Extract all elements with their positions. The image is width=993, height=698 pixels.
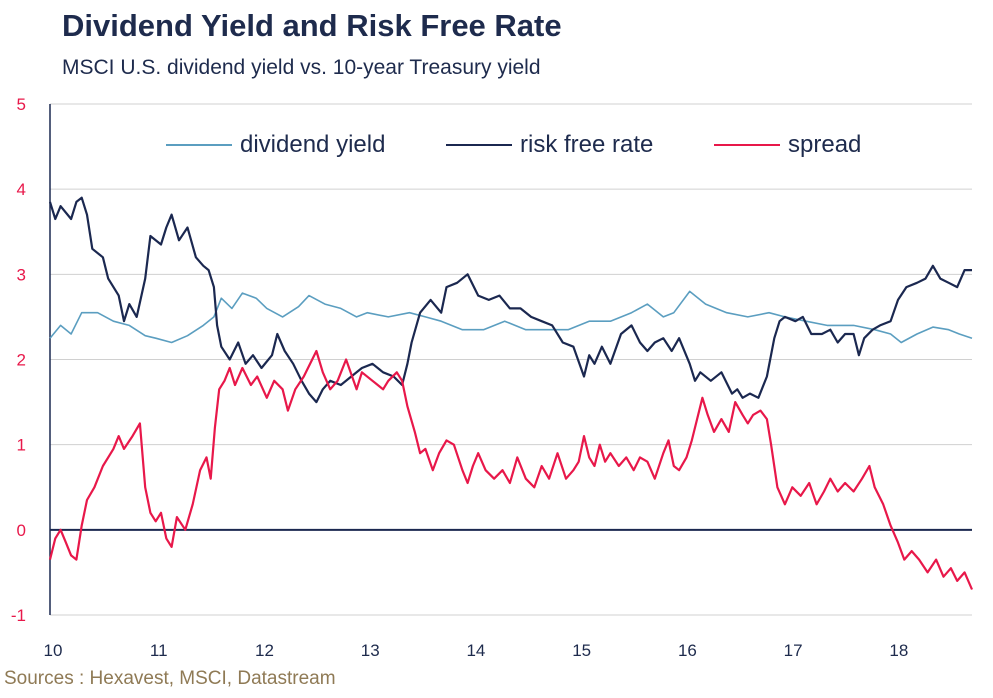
legend-label-dividend-yield: dividend yield <box>240 131 386 158</box>
x-tick-label: 15 <box>572 641 591 660</box>
legend-swatch-spread <box>714 144 780 146</box>
y-tick-label: 5 <box>17 95 26 114</box>
x-tick-label: 10 <box>44 641 63 660</box>
series-spread <box>48 349 974 590</box>
x-tick-label: 12 <box>255 641 274 660</box>
chart-subtitle: MSCI U.S. dividend yield vs. 10-year Tre… <box>62 56 541 79</box>
y-tick-label: 1 <box>17 436 26 455</box>
legend-label-risk-free-rate: risk free rate <box>520 131 654 158</box>
y-tick-label: 0 <box>17 521 26 540</box>
grid-lines <box>50 103 972 616</box>
legend-item-dividend-yield: dividend yield <box>166 130 385 160</box>
legend-item-spread: spread <box>714 130 861 160</box>
series-risk-free-rate <box>48 196 972 404</box>
y-tick-label: -1 <box>11 606 26 625</box>
legend-item-risk-free-rate: risk free rate <box>446 130 653 160</box>
x-tick-label: 17 <box>784 641 803 660</box>
x-tick-label: 11 <box>150 641 168 660</box>
series-dividend-yield <box>49 290 973 344</box>
series-lines <box>48 196 974 590</box>
x-tick-label: 13 <box>361 641 380 660</box>
x-tick-label: 16 <box>678 641 697 660</box>
x-tick-label: 14 <box>466 641 485 660</box>
y-tick-label: 3 <box>17 265 26 284</box>
x-tick-label: 18 <box>889 641 908 660</box>
legend-label-spread: spread <box>788 131 862 158</box>
chart-title: Dividend Yield and Risk Free Rate <box>62 8 562 43</box>
legend-swatch-dividend-yield <box>166 144 232 146</box>
y-tick-label: 2 <box>17 351 26 370</box>
legend-swatch-risk-free-rate <box>446 144 512 146</box>
source-note: Sources : Hexavest, MSCI, Datastream <box>4 668 336 689</box>
y-tick-label: 4 <box>17 180 26 199</box>
